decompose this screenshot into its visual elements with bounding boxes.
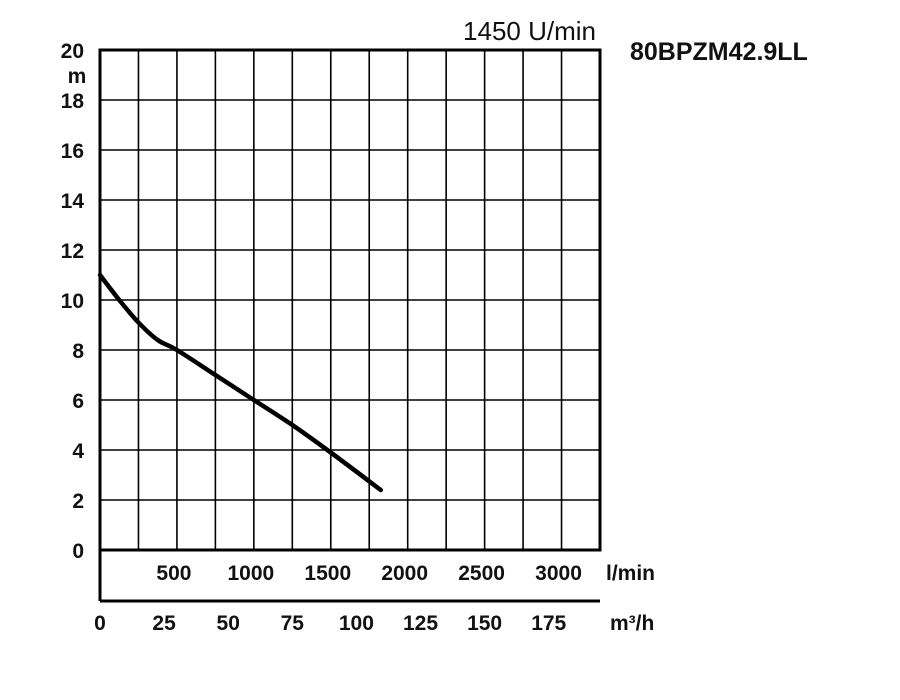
y-axis-unit: m — [68, 65, 87, 88]
x-tick-label-lmin: 2500 — [458, 562, 505, 585]
x-axis-m3h-unit: m³/h — [610, 612, 654, 635]
y-tick-label: 20 — [61, 40, 84, 63]
y-tick-label: 2 — [72, 490, 84, 513]
y-axis-tick-labels: 0 2 4 6 8 10 12 14 16 18 20 — [61, 40, 85, 563]
y-tick-label: 4 — [72, 440, 84, 463]
plot-border — [98, 48, 602, 552]
x-tick-label-m3h: 0 — [94, 612, 106, 635]
x-tick-label-m3h: 150 — [467, 612, 502, 635]
chart-grid — [100, 49, 600, 550]
y-tick-label: 12 — [61, 240, 84, 263]
x-tick-label-m3h: 75 — [281, 612, 305, 635]
x-tick-label-m3h: 175 — [531, 612, 566, 635]
y-tick-label: 0 — [72, 540, 84, 563]
x-tick-label-lmin: 500 — [156, 562, 191, 585]
y-tick-label: 16 — [61, 140, 84, 163]
y-tick-label: 14 — [61, 190, 85, 213]
speed-label: 1450 U/min — [463, 16, 596, 46]
chart-title: 80BPZM42.9LL — [630, 38, 808, 66]
y-tick-label: 10 — [61, 290, 84, 313]
y-tick-label: 8 — [72, 340, 84, 363]
x-tick-label-m3h: 50 — [217, 612, 240, 635]
x-tick-label-m3h: 100 — [339, 612, 374, 635]
x-axis-lmin-unit: l/min — [606, 562, 655, 585]
y-tick-label: 6 — [72, 390, 84, 413]
x-tick-label-lmin: 3000 — [535, 562, 582, 585]
y-tick-label: 18 — [61, 90, 85, 113]
x-tick-label-m3h: 25 — [152, 612, 176, 635]
x-axis-m3h-tick-labels: 0 25 50 75 100 125 150 175 — [94, 612, 566, 635]
pump-curve-line — [97, 272, 384, 493]
x-axis-lmin-tick-labels: 500 1000 1500 2000 2500 3000 — [156, 562, 581, 585]
x-tick-label-lmin: 1000 — [227, 562, 274, 585]
x-tick-label-m3h: 125 — [403, 612, 438, 635]
x-tick-label-lmin: 2000 — [381, 562, 428, 585]
chart-frame — [98, 48, 602, 603]
x-tick-label-lmin: 1500 — [304, 562, 351, 585]
